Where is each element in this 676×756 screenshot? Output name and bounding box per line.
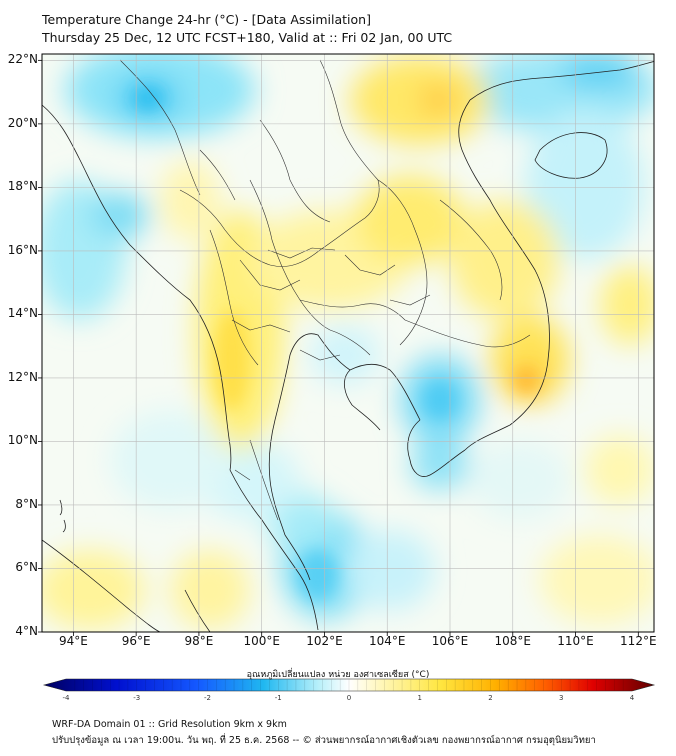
lat-tick-label: 4°N <box>15 624 38 638</box>
lat-tick-label: 18°N <box>7 179 38 194</box>
lon-tick-label: 106°E <box>431 634 469 648</box>
lon-tick-label: 98°E <box>184 634 214 648</box>
lat-tick-label: 12°N <box>7 369 38 384</box>
colorbar <box>42 678 656 692</box>
lon-tick-label: 94°E <box>58 634 88 648</box>
lon-tick-label: 110°E <box>557 634 594 648</box>
colorbar-segments <box>74 679 624 691</box>
colorbar-tick-label: 2 <box>488 694 493 702</box>
colorbar-tick-label: -2 <box>204 694 211 702</box>
temperature-field <box>42 54 654 632</box>
admin-borders <box>119 59 531 521</box>
colorbar-tick-label: -3 <box>133 694 141 702</box>
lon-tick-label: 112°E <box>620 634 657 648</box>
colorbar-tick-label: -4 <box>62 694 70 702</box>
lat-tick-label: 10°N <box>7 433 38 448</box>
lat-tick-label: 6°N <box>15 560 38 575</box>
lon-tick-label: 102°E <box>306 634 343 648</box>
colorbar-title: อุณหภูมิเปลี่ยนแปลง หน่วย องศาเซลเซียส (… <box>246 670 430 680</box>
footer-credit: ปรับปรุงข้อมูล ณ เวลา 19:00น. วัน พฤ. ที… <box>52 735 596 746</box>
lat-tick-label: 22°N <box>7 52 38 67</box>
colorbar-tick-label: 1 <box>417 694 422 702</box>
chart-subtitle: Thursday 25 Dec, 12 UTC FCST+180, Valid … <box>42 30 453 45</box>
colorbar-tick-label: 3 <box>559 694 564 702</box>
colorbar-tick-label: 0 <box>346 694 352 702</box>
lat-tick-label: 8°N <box>15 496 38 511</box>
lon-tick-label: 96°E <box>121 634 151 648</box>
colorbar-tick-label: -1 <box>274 694 282 702</box>
graticule <box>38 54 654 636</box>
lat-tick-label: 20°N <box>7 115 38 130</box>
lon-tick-label: 104°E <box>368 634 406 648</box>
map-frame <box>41 53 655 633</box>
lon-tick-label: 100°E <box>243 634 280 648</box>
footer-model-info: WRF-DA Domain 01 :: Grid Resolution 9km … <box>52 719 287 730</box>
lon-tick-label: 108°E <box>494 634 532 648</box>
chart-title: Temperature Change 24-hr (°C) - [Data As… <box>42 12 371 27</box>
lat-tick-label: 16°N <box>7 242 38 257</box>
coastlines <box>42 61 654 632</box>
colorbar-tick-label: 4 <box>629 694 635 702</box>
lat-tick-label: 14°N <box>7 306 38 321</box>
